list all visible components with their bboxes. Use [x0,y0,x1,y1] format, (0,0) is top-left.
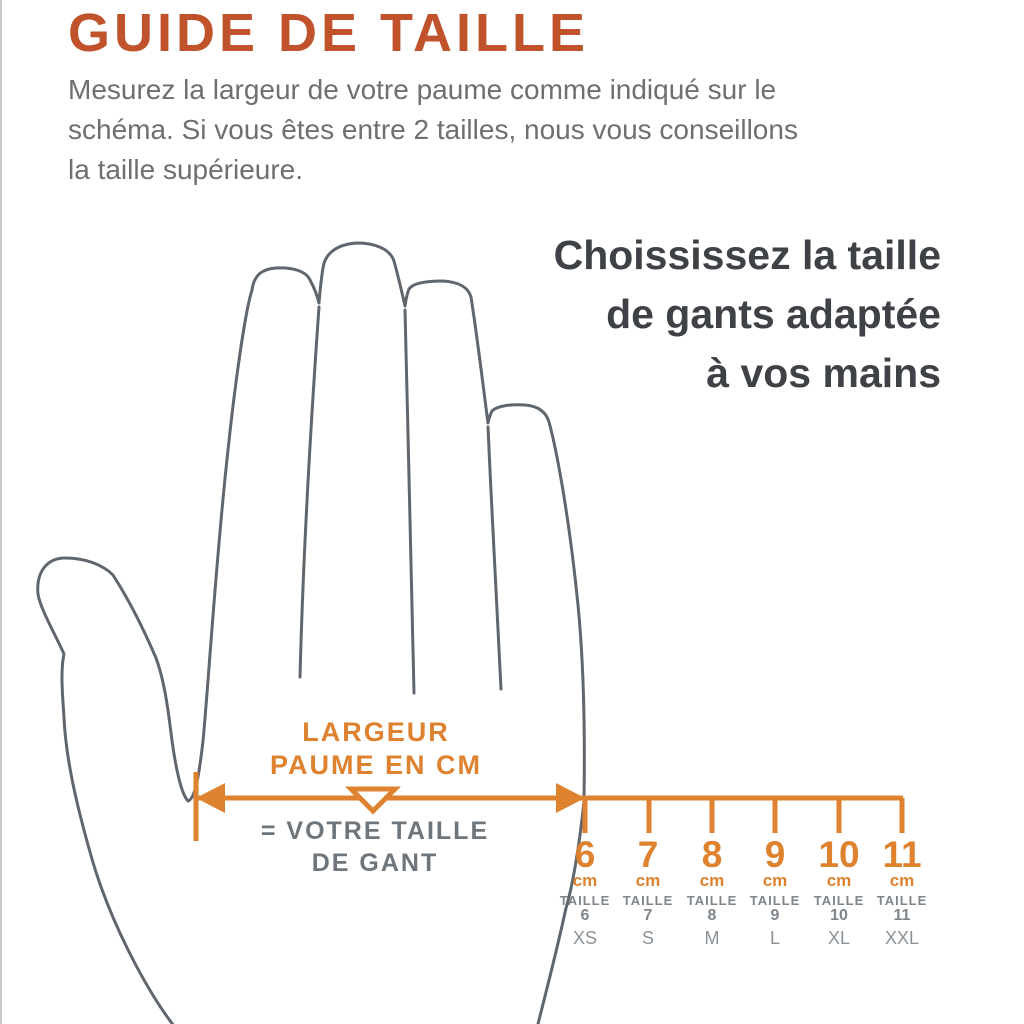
taille-value: 6 [580,907,590,924]
size-column-11: 11 cm TAILLE 11 XXL [870,834,934,948]
headline: Choississez la taille de gants adaptée à… [554,226,941,403]
size-column-6: 6 cm TAILLE 6 XS [553,834,617,948]
finger-line-middle-ring [403,308,416,695]
taille-word: TAILLE [876,893,928,908]
headline-line-3: à vos mains [706,350,941,396]
size-column-8: 8 cm TAILLE 8 M [680,834,744,948]
headline-line-1: Choississez la taille [553,232,941,278]
arrow-center-triangle-icon [344,786,402,815]
size-column-9: 9 cm TAILLE 9 L [743,834,807,948]
subtitle: Mesurez la largeur de votre paume comme … [68,70,798,190]
size-letter: XL [827,928,851,948]
taille-value: 10 [830,907,848,924]
taille-value: 11 [893,907,911,924]
palm-width-arrow [193,772,903,841]
glove-size-label-line-2: DE GANT [311,849,439,877]
arrow-right-head [556,783,585,813]
cm-value: 7 [637,834,659,875]
cm-unit: cm [572,871,598,890]
taille-word: TAILLE [749,893,801,908]
size-letter: S [641,928,654,948]
taille-word: TAILLE [686,893,738,908]
left-edge-divider [0,0,2,1024]
page-title: GUIDE DE TAILLE [68,3,590,63]
subtitle-line-3: la taille supérieure. [68,154,304,185]
size-column-10: 10 cm TAILLE 10 XL [807,834,871,948]
arrow-left-head [196,783,225,813]
cm-value: 10 [818,834,860,875]
hand-lower-right-edge [536,799,586,1024]
finger-line-index-middle [298,305,321,679]
glove-size-label: = VOTRE TAILLE DE GANT [252,815,498,879]
cm-unit: cm [699,871,725,890]
headline-line-2: de gants adaptée [606,291,941,337]
taille-value: 9 [770,907,780,924]
cm-value: 11 [882,834,922,875]
size-letter: L [769,928,780,948]
finger-line-ring-pinky [486,425,503,691]
size-letter: M [704,928,720,948]
glove-size-label-line-1: = VOTRE TAILLE [260,817,490,845]
scale-ticks [582,798,905,833]
taille-word: TAILLE [813,893,865,908]
taille-value: 8 [707,907,717,924]
cm-unit: cm [826,871,852,890]
cm-value: 9 [764,834,786,875]
cm-value: 6 [574,834,596,875]
size-letter: XXL [884,928,920,948]
subtitle-line-1: Mesurez la largeur de votre paume comme … [68,74,777,105]
palm-width-label-line-1: LARGEUR [302,717,450,747]
cm-unit: cm [762,871,788,890]
hand-main-outline [36,241,586,1024]
size-column-7: 7 cm TAILLE 7 S [616,834,680,948]
cm-unit: cm [889,871,915,890]
taille-value: 7 [643,907,653,924]
size-letter: XS [572,928,597,948]
palm-width-label: LARGEUR PAUME EN CM [256,716,496,782]
palm-width-label-line-2: PAUME EN CM [269,750,482,780]
cm-unit: cm [635,871,661,890]
cm-value: 8 [701,834,723,875]
subtitle-line-2: schéma. Si vous êtes entre 2 tailles, no… [68,114,798,145]
taille-word: TAILLE [622,893,674,908]
taille-word: TAILLE [559,893,611,908]
